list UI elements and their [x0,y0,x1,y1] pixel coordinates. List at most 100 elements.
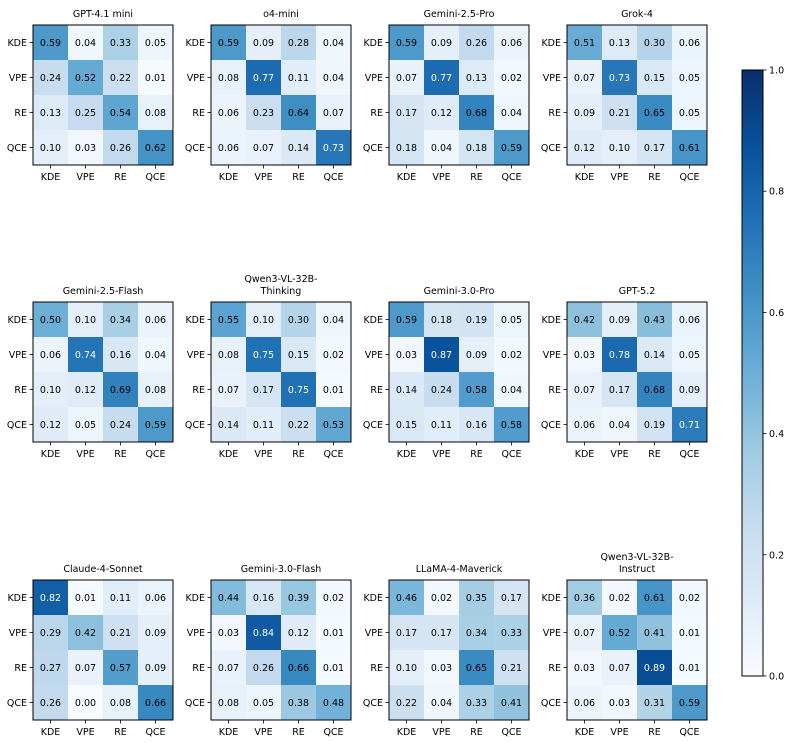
heatmap-cell [211,302,246,337]
y-tick-label: QCE [7,420,27,431]
cell-value-label: 0.03 [75,143,96,154]
heatmap-cell [567,302,602,337]
cell-value-label: 0.48 [323,698,344,709]
heatmap-cell [567,685,602,720]
heatmap-cell [211,650,246,685]
heatmap-cell [246,685,281,720]
heatmap-cell [103,302,138,337]
cell-value-label: 0.11 [288,73,309,84]
cell-value-label: 0.11 [110,593,131,604]
x-tick-label: RE [648,172,661,183]
cell-value-label: 0.15 [644,73,665,84]
heatmap-cell [602,302,637,337]
heatmap-cell [68,685,103,720]
heatmap-cell [316,650,351,685]
cell-value-label: 0.68 [644,385,665,396]
y-tick-label: KDE [185,315,205,326]
colorbar-tick-label: 1.0 [769,66,784,77]
heatmap-cell [211,580,246,615]
cell-value-label: 0.68 [466,108,487,119]
cell-value-label: 0.09 [679,385,700,396]
cell-value-label: 0.26 [253,663,274,674]
heatmap-cell [33,25,68,60]
cell-value-label: 0.04 [501,385,522,396]
cell-value-label: 0.01 [323,663,344,674]
heatmap-cell [246,372,281,407]
x-tick-label: QCE [145,172,165,183]
y-tick-label: QCE [363,698,383,709]
heatmap-cell [494,337,529,372]
cell-value-label: 0.22 [288,420,309,431]
cell-value-label: 0.04 [609,420,630,431]
heatmap-cell [316,302,351,337]
y-tick-label: RE [192,108,205,119]
cell-value-label: 0.01 [323,385,344,396]
colorbar-tick-label: 0.2 [769,550,784,561]
cell-value-label: 0.59 [396,315,417,326]
heatmap-cell [138,650,173,685]
heatmap-cell [211,685,246,720]
heatmap-cell [138,95,173,130]
panel-frame [388,24,530,166]
y-tick-label: VPE [187,350,205,361]
heatmap-cell [567,372,602,407]
cell-value-label: 0.06 [679,38,700,49]
cell-value-label: 0.65 [644,108,665,119]
cell-value-label: 0.18 [466,143,487,154]
cell-value-label: 0.77 [431,73,452,84]
heatmap-cell [316,95,351,130]
cell-value-label: 0.74 [75,350,96,361]
cell-value-label: 0.02 [679,593,700,604]
heatmap-cell [494,25,529,60]
y-tick-label: QCE [185,143,205,154]
heatmap-cell [637,337,672,372]
cell-value-label: 0.01 [145,73,166,84]
heatmap-cell [637,302,672,337]
cell-value-label: 0.10 [253,315,274,326]
heatmap-cell [494,615,529,650]
heatmap-cell [281,130,316,165]
cell-value-label: 0.41 [501,698,522,709]
x-tick-label: QCE [323,449,343,460]
cell-value-label: 0.75 [253,350,274,361]
heatmap-panel: Claude-4-Sonnet 0.82 0.01 0.11 0.06 0.29 0.42 0… [7,564,174,738]
heatmap-cell [211,60,246,95]
x-tick-label: QCE [679,172,699,183]
cell-value-label: 0.22 [110,73,131,84]
y-tick-label: KDE [541,315,561,326]
heatmap-cell [316,615,351,650]
cell-value-label: 0.62 [145,143,166,154]
x-tick-label: KDE [575,449,595,460]
panel-title: Grok-4 [621,9,653,20]
heatmap-cell [424,650,459,685]
x-tick-label: KDE [397,172,417,183]
x-tick-label: KDE [397,727,417,738]
heatmap-cell [459,372,494,407]
heatmap-cell [672,580,707,615]
cell-value-label: 0.02 [323,593,344,604]
cell-value-label: 0.02 [501,73,522,84]
colorbar-tick-label: 0.0 [769,672,784,683]
y-tick-label: QCE [541,143,561,154]
heatmap-cell [138,337,173,372]
heatmap-cell [211,337,246,372]
heatmap-cell [389,407,424,442]
heatmap-cell [33,60,68,95]
y-tick-label: VPE [187,628,205,639]
cell-value-label: 0.06 [145,593,166,604]
y-tick-label: RE [548,108,561,119]
heatmap-cell [459,130,494,165]
cell-value-label: 0.03 [574,663,595,674]
x-tick-label: RE [470,727,483,738]
cell-value-label: 0.08 [145,108,166,119]
cell-value-label: 0.71 [679,420,700,431]
cell-value-label: 0.14 [218,420,239,431]
cell-value-label: 0.06 [218,108,239,119]
cell-value-label: 0.07 [253,143,274,154]
y-tick-label: RE [548,385,561,396]
heatmap-cell [68,372,103,407]
heatmap-cell [211,25,246,60]
colorbar-tick-label: 0.6 [769,308,784,319]
cell-value-label: 0.04 [323,38,344,49]
cell-value-label: 0.55 [218,315,239,326]
